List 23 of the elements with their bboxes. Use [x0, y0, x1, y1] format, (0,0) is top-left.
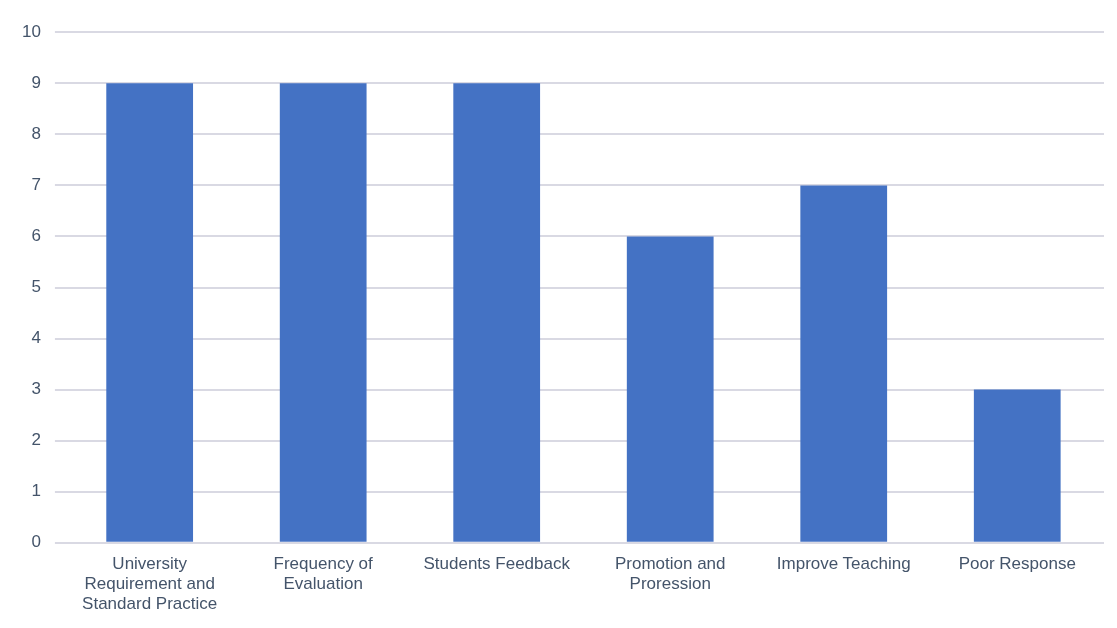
x-tick-label: Improve Teaching [776, 553, 911, 573]
y-tick-label: 9 [31, 72, 41, 92]
bar [973, 389, 1061, 542]
y-tick-label: 7 [31, 175, 41, 195]
x-tick-label: University Requirement and Standard Practice [82, 553, 218, 614]
bar [626, 236, 714, 542]
bar [279, 83, 367, 542]
y-tick-label: 1 [31, 481, 41, 501]
y-tick-label: 0 [31, 532, 41, 552]
y-tick-label: 4 [31, 328, 41, 348]
y-tick-label: 8 [31, 124, 41, 144]
y-tick-label: 3 [31, 379, 41, 399]
y-tick-label: 6 [31, 226, 41, 246]
x-tick-label: Promotion and Proression [614, 553, 726, 594]
bar [800, 185, 888, 542]
y-tick-label: 2 [31, 430, 41, 450]
y-tick-label: 10 [21, 21, 41, 41]
y-tick-label: 5 [31, 277, 41, 297]
x-tick-label: Students Feedback [423, 553, 571, 573]
x-tick-label: Poor Response [958, 553, 1076, 573]
bar [453, 83, 541, 542]
bar [106, 83, 194, 542]
x-tick-label: Frequency of Evaluation [273, 553, 374, 594]
